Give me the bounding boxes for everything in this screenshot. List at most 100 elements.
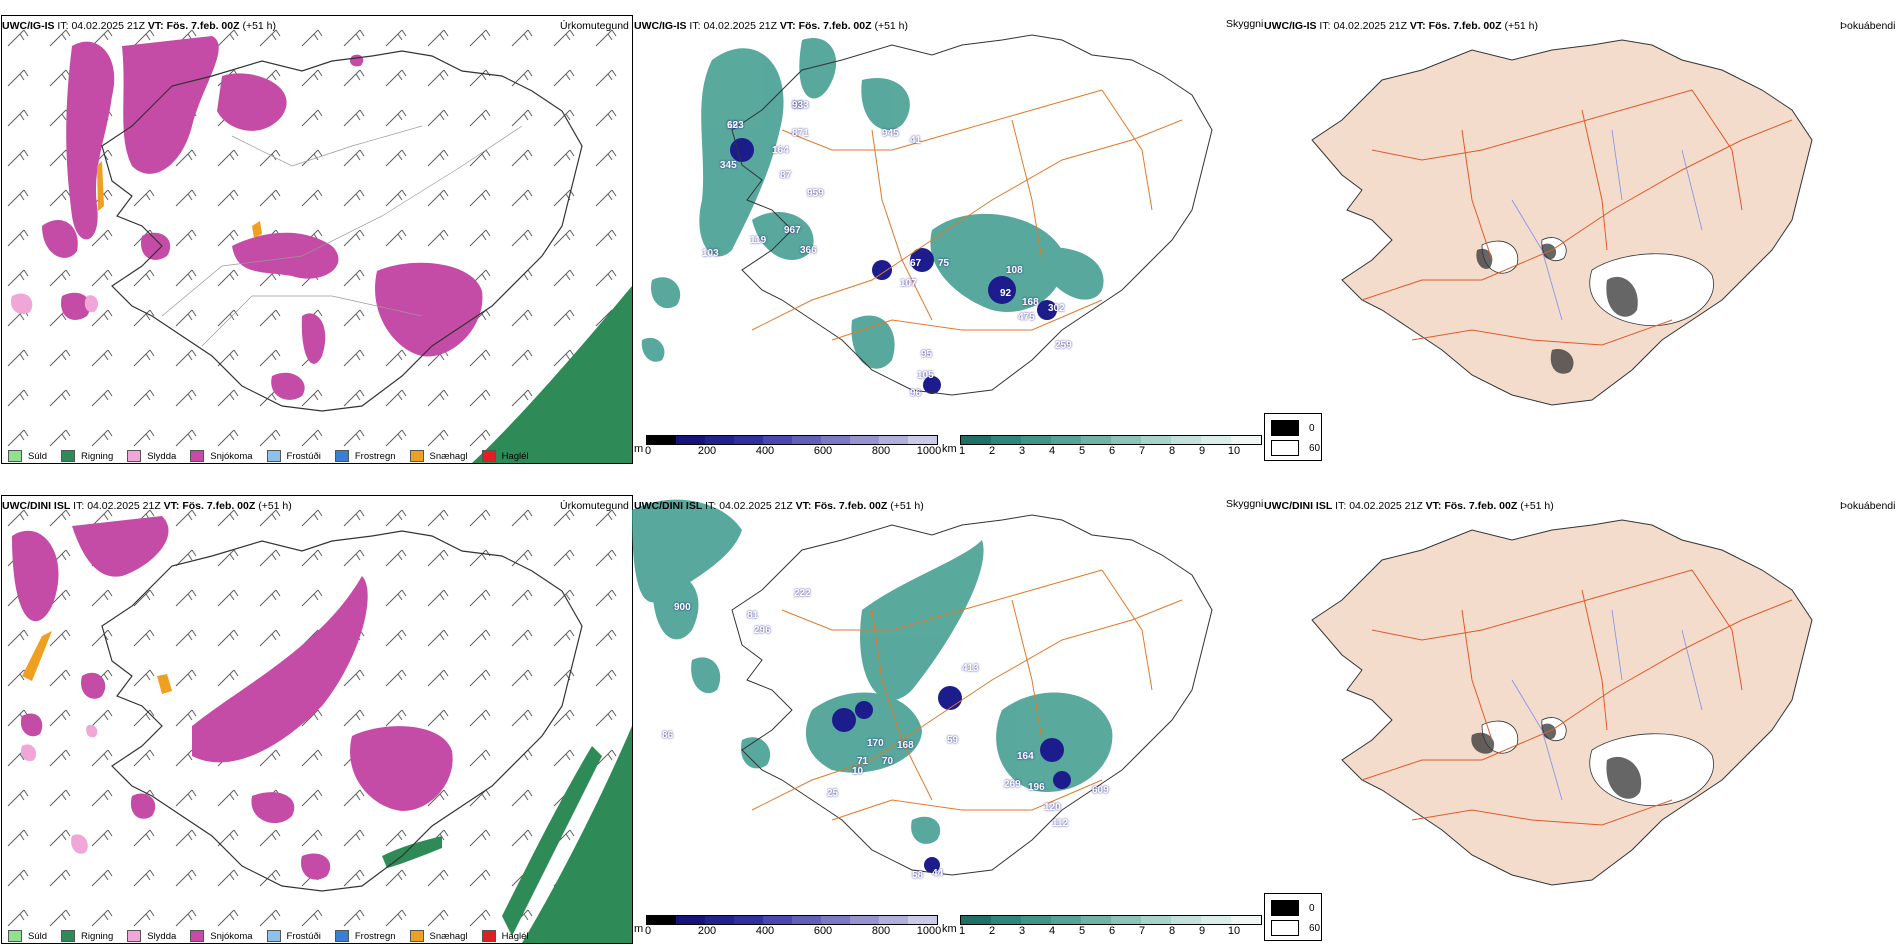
model-name: UWC/DINI ISL [1264,500,1333,512]
cloud-base-unit: m [634,443,644,455]
panel-header: UWC/DINI ISL IT: 04.02.2025 21Z VT: Fös.… [2,500,292,512]
model-name: UWC/DINI ISL [634,500,703,512]
panel-header: UWC/IG-IS IT: 04.02.2025 21Z VT: Fös. 7.… [2,20,276,32]
cloud-base-tick: 0 [644,925,652,937]
lead-time: (+51 h) [1520,500,1554,512]
fog-legend-label: 0 [1309,902,1315,914]
model-name: UWC/IG-IS [2,20,55,32]
fog-panel-title: Þokuábendi [1840,500,1896,512]
sleet-swatch [127,450,142,462]
legend-item-rain: Rigning [61,930,113,942]
legend-label: Súld [28,450,48,462]
legend-item-sleet: Slydda [127,930,176,942]
legend-label: Snæhagl [429,450,468,462]
low-visibility-areas [632,499,1113,844]
fog-areas [1476,243,1638,374]
precip-type-panel: UWC/IG-IS IT: 04.02.2025 21Z VT: Fös. 7.… [0,0,633,470]
precip-type-map [1,15,633,464]
model-name: UWC/DINI ISL [2,500,71,512]
legend-item-snow: Snjókoma [190,930,253,942]
legend-item-hail: Haglél [481,450,529,462]
legend-item-snow-grains: Snæhagl [409,450,468,462]
panel-header: UWC/DINI ISL IT: 04.02.2025 21Z VT: Fös.… [1264,500,1554,512]
init-time: 04.02.2025 21Z [719,500,793,512]
visibility-tick: 10 [1227,445,1241,457]
snow-grains-swatch [409,930,424,942]
visibility-tick: 1 [958,445,966,457]
iceland-land [1311,519,1813,886]
visibility-tick: 6 [1108,925,1116,937]
legend-item-frost-rain: Frostregn [334,450,396,462]
road-network [1361,569,1793,826]
legend-label: Snjókoma [210,450,253,462]
legend-label: Snjókoma [210,930,253,942]
rivers [1511,129,1703,321]
fog-legend: 0 60 [1264,893,1322,941]
fog-swatch-white [1271,440,1299,456]
sleet-areas [20,724,98,854]
cloud-base-tick: 200 [697,445,717,457]
legend-item-frost-drizzle: Frostúði [266,450,321,462]
visibility-tick: 4 [1048,445,1056,457]
valid-prefix: VT: [795,500,812,512]
fog-swatch-white [1271,920,1299,936]
valid-time: Fös. 7.feb. 00Z [1428,20,1502,32]
visibility-tick: 2 [988,925,996,937]
lead-time: (+51 h) [242,20,277,32]
low-visibility-areas [641,38,1104,369]
cloud-map-svg [632,499,1213,876]
init-time: 04.02.2025 21Z [71,20,145,32]
frost-rain-swatch [334,930,349,942]
cloud-panel: UWC/DINI ISL IT: 04.02.2025 21Z VT: Fös.… [632,480,1264,950]
visibility-bar [960,435,1262,445]
precip-type-legend: Súld Rigning Slydda Snjókoma Frostúði Fr… [8,930,543,942]
visibility-tick: 6 [1108,445,1116,457]
lead-time: (+51 h) [874,20,909,32]
visibility-tick: 7 [1138,445,1146,457]
valid-prefix: VT: [163,500,180,512]
cloud-base-bar [646,435,938,445]
visibility-tick: 4 [1048,925,1056,937]
init-prefix: IT: [57,20,69,32]
cloud-base-tick: 600 [813,925,833,937]
valid-time: Fös. 7.feb. 00Z [182,500,256,512]
forecast-row-dini: UWC/DINI ISL IT: 04.02.2025 21Z VT: Fös.… [0,480,1900,950]
fog-legend-row: 0 [1271,900,1315,916]
visibility-tick: 1 [958,925,966,937]
legend-label: Slydda [147,450,177,462]
fog-legend: 0 60 [1264,413,1322,461]
init-prefix: IT: [1335,500,1347,512]
hail-swatch [481,930,496,942]
init-time: 04.02.2025 21Z [1333,20,1407,32]
valid-time: Fös. 7.feb. 00Z [1444,500,1518,512]
legend-label: Frostúði [286,450,321,462]
precip-type-map [1,495,633,944]
iceland-outline [731,514,1213,876]
legend-item-rain: Rigning [61,450,113,462]
legend-item-snow-grains: Snæhagl [409,930,468,942]
cloud-panel: UWC/IG-IS IT: 04.02.2025 21Z VT: Fös. 7.… [632,0,1263,470]
legend-item-hail: Haglél [481,930,529,942]
lead-time: (+51 h) [258,500,292,512]
cloud-panel-title: Skyggni [1226,498,1264,510]
forecast-row-ig: UWC/IG-IS IT: 04.02.2025 21Z VT: Fös. 7.… [0,0,1900,470]
lead-time: (+51 h) [890,500,924,512]
sleet-areas [10,293,98,315]
panel-header: UWC/DINI ISL IT: 04.02.2025 21Z VT: Fös.… [634,500,924,512]
cloud-base-tick: 0 [644,445,652,457]
legend-label: Frostúði [286,930,321,942]
visibility-tick: 9 [1198,445,1206,457]
fog-legend-label: 60 [1309,442,1321,454]
fog-legend-label: 60 [1309,922,1321,934]
model-name: UWC/IG-IS [634,20,687,32]
precip-type-title: Úrkomutegund [560,500,629,512]
visibility-tick: 8 [1168,445,1176,457]
legend-item-frost-drizzle: Frostúði [266,930,321,942]
road-network [751,569,1183,821]
panel-header: UWC/IG-IS IT: 04.02.2025 21Z VT: Fös. 7.… [634,20,908,32]
snow-grains-swatch [409,450,424,462]
precip-type-legend: Súld Rigning Slydda Snjókoma Frostúði Fr… [8,450,543,462]
fog-map-svg [1311,39,1813,406]
frost-drizzle-swatch [266,450,281,462]
init-time: 04.02.2025 21Z [1349,500,1423,512]
